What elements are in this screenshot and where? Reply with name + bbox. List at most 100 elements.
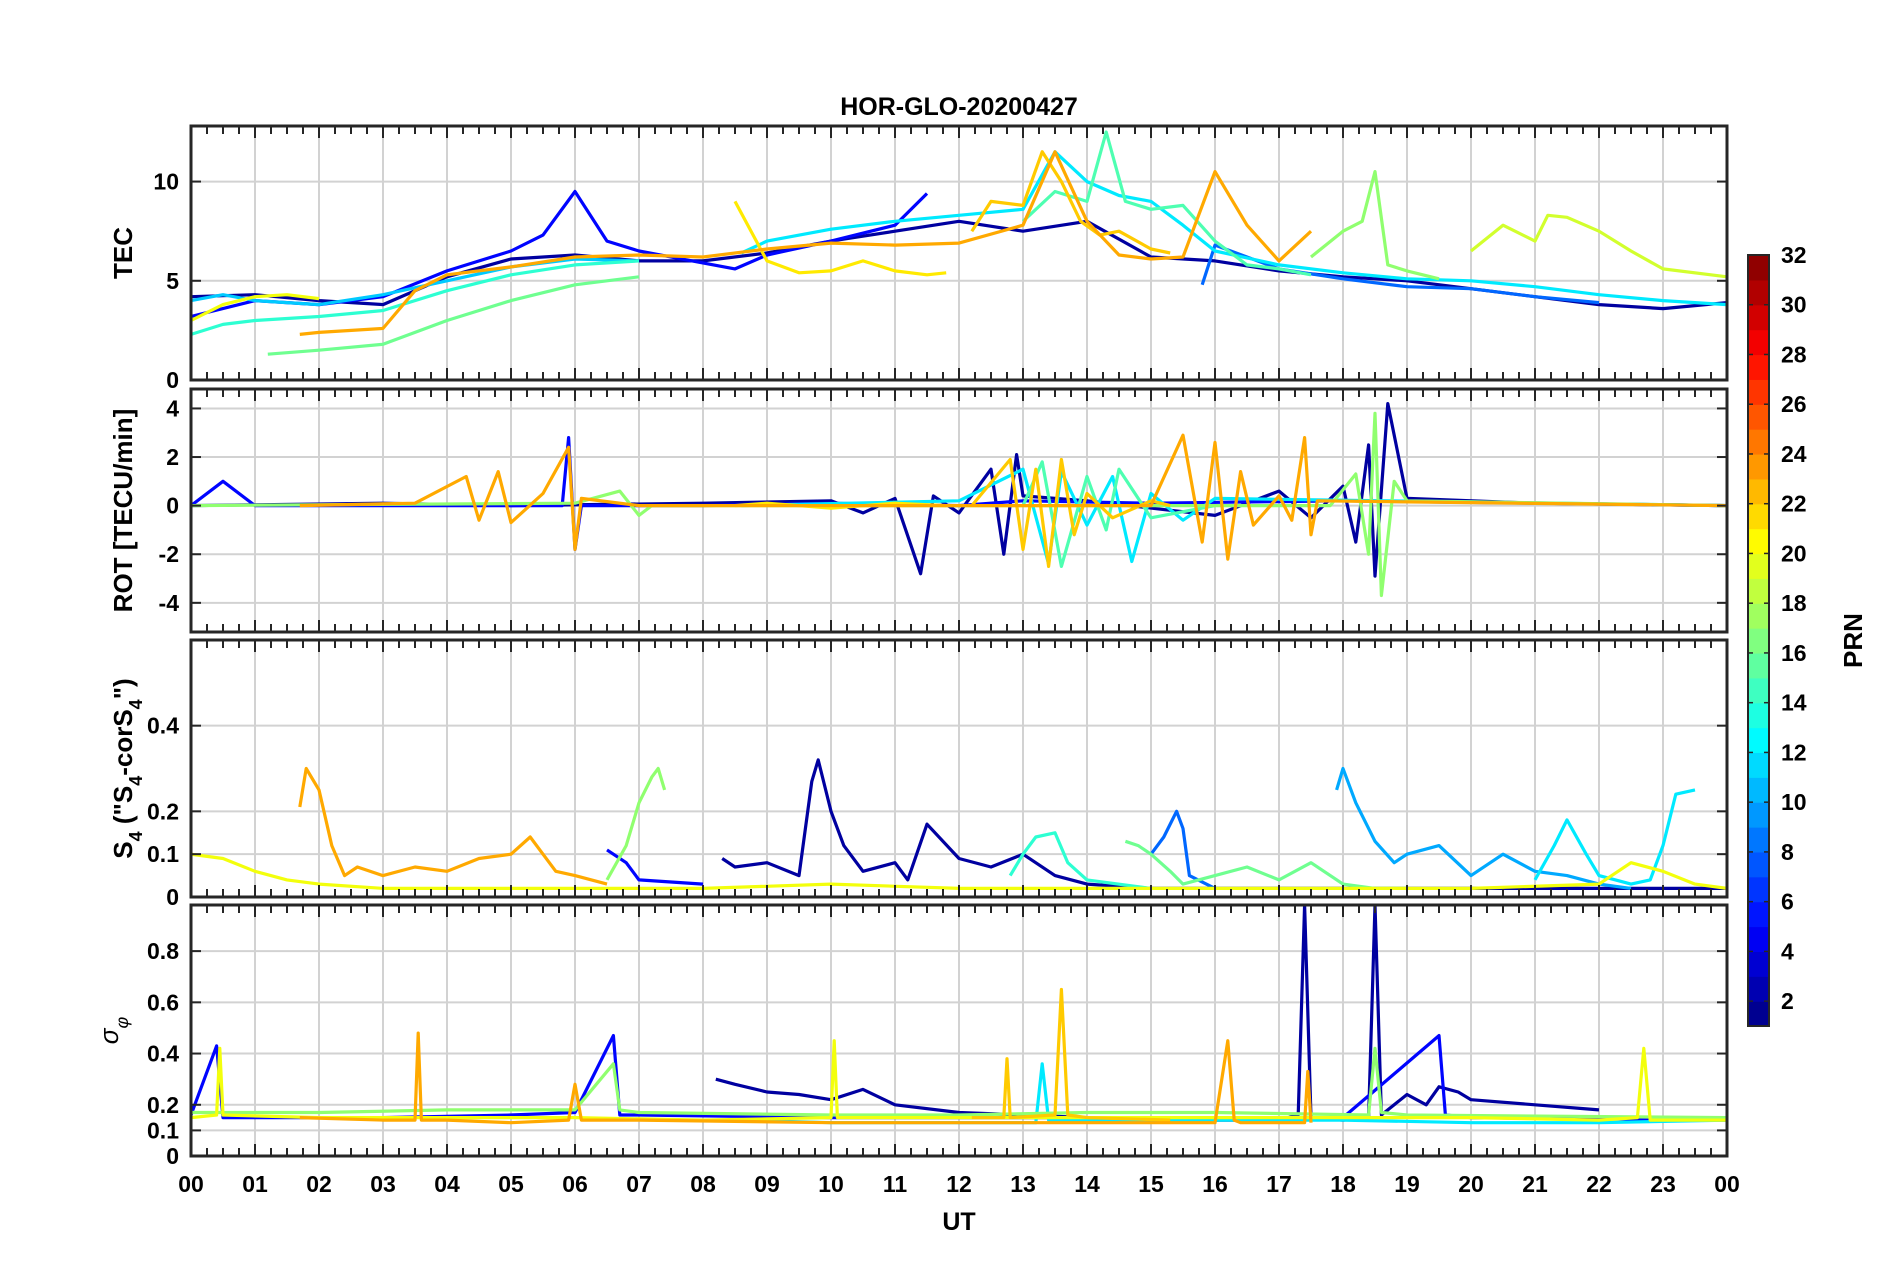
y-tick-label: 10	[153, 169, 179, 195]
y-tick-label: 0.2	[147, 798, 179, 824]
colorbar-segment	[1748, 603, 1769, 629]
colorbar-tick-label: 24	[1781, 441, 1807, 467]
x-tick-label: 14	[1074, 1171, 1100, 1197]
x-tick-label: 15	[1138, 1171, 1164, 1197]
series-line-prn-14	[1008, 831, 1152, 890]
colorbar-tick-label: 22	[1781, 491, 1807, 517]
y-tick-label: 0.4	[147, 1041, 179, 1067]
series-line-prn-16	[1124, 839, 1407, 891]
y-axis-label-s4-part: -corS	[108, 709, 138, 775]
panel-frame	[189, 903, 1729, 1158]
y-axis-label-phi: φ	[112, 1017, 132, 1029]
colorbar-segment	[1748, 976, 1769, 1002]
colorbar-segment	[1748, 926, 1769, 952]
colorbar-tick-label: 12	[1781, 739, 1807, 765]
y-axis-label-s4-part: 4	[126, 776, 146, 786]
colorbar-segment	[1748, 628, 1769, 654]
series-line-prn-14	[191, 259, 640, 336]
y-tick-label: -4	[159, 590, 180, 616]
colorbar-tick-label: 8	[1781, 839, 1794, 865]
x-tick-label: 23	[1650, 1171, 1676, 1197]
x-axis-label: UT	[942, 1208, 975, 1236]
y-tick-label: 0	[166, 367, 179, 393]
y-tick-label: 0.6	[147, 989, 179, 1015]
series-line-prn-10	[1335, 766, 1632, 890]
series-line-prn-16	[267, 275, 640, 356]
colorbar-segment	[1748, 652, 1769, 679]
y-tick-label: 0	[166, 884, 179, 910]
panel-sigma_phi: 00.10.2 0.4 0.6 0.8	[147, 903, 1729, 1169]
series-line-prn-22	[970, 150, 1171, 255]
colorbar-segment	[1748, 578, 1769, 604]
y-axis-label-s4-part: S	[108, 841, 138, 858]
y-tick-label: 0	[166, 493, 179, 519]
series-line-prn-20	[191, 293, 320, 322]
colorbar-segment	[1748, 951, 1769, 977]
colorbar-segment	[1748, 255, 1769, 281]
series-line-prn-17	[191, 1046, 1727, 1120]
x-tick-label: 21	[1522, 1171, 1548, 1197]
colorbar-tick-label: 18	[1781, 590, 1807, 616]
series-line-prn-5	[606, 848, 704, 886]
series-line-prn-20	[191, 852, 1727, 891]
x-tick-label: 16	[1202, 1171, 1228, 1197]
y-axis-label-sigma-phi: σφ	[94, 1017, 132, 1045]
x-tick-label: 02	[306, 1171, 332, 1197]
panel-tec: 0 5 10	[153, 124, 1729, 393]
series-line-prn-19	[1469, 213, 1727, 279]
colorbar-tick-label: 30	[1781, 292, 1807, 318]
x-tick-label: 05	[498, 1171, 524, 1197]
colorbar-segment	[1748, 827, 1769, 853]
panel-rot: -4 -2 0 2 4	[159, 387, 1729, 634]
colorbar-segment	[1748, 478, 1769, 505]
panels-layer: 0510-4-202400.10.20.400.10.20.40.60.8TEC…	[94, 124, 1740, 1197]
y-axis-label-s4: S4 ("S4-corS4")	[108, 678, 146, 858]
colorbar-tick-label: 2	[1781, 988, 1794, 1014]
x-tick-label: 18	[1330, 1171, 1356, 1197]
series-line-prn-22	[970, 457, 1171, 569]
x-tick-label: 19	[1394, 1171, 1420, 1197]
x-tick-label: 04	[434, 1171, 460, 1197]
y-tick-label: 0	[166, 1143, 179, 1169]
colorbar-segment	[1748, 752, 1769, 778]
x-tick-label: 11	[883, 1171, 908, 1197]
y-axis-label-s4-part: ")	[108, 678, 138, 699]
y-tick-label: 0.1	[147, 1117, 179, 1143]
series-line-prn-22	[971, 987, 1171, 1122]
series-line-prn-23	[299, 433, 1727, 561]
y-axis-label-sigma: σ	[94, 1027, 124, 1044]
colorbar-segment	[1748, 802, 1769, 828]
y-tick-label: 0.2	[147, 1092, 179, 1118]
colorbar-tick-label: 28	[1781, 341, 1807, 367]
y-tick-label: 0.4	[147, 713, 179, 739]
y-tick-label: 0.8	[147, 938, 179, 964]
series-line-prn-17	[605, 766, 667, 881]
colorbar-segment	[1748, 304, 1769, 331]
x-tick-label: 03	[370, 1171, 396, 1197]
colorbar-segment	[1748, 1001, 1769, 1027]
panel-s4: 0 0.1 0.2 0.4	[147, 638, 1729, 910]
colorbar-segment	[1748, 379, 1769, 405]
panel-frame	[189, 638, 1729, 899]
x-tick-label: 06	[562, 1171, 588, 1197]
series-line-prn-23	[299, 150, 1313, 336]
x-tick-label: 08	[690, 1171, 716, 1197]
x-tick-label: 12	[946, 1171, 972, 1197]
x-tick-label: 09	[754, 1171, 780, 1197]
panel-frame	[189, 124, 1729, 382]
colorbar-segment	[1748, 677, 1769, 704]
colorbar-tick-label: 20	[1781, 540, 1807, 566]
colorbar-tick-label: 6	[1781, 889, 1794, 915]
y-axis-label-rot: ROT [TECU/min]	[108, 409, 138, 613]
series-line-prn-23	[298, 766, 608, 886]
series-line-prn-8	[1149, 809, 1216, 890]
series-line-prn-20	[191, 1039, 1727, 1122]
panel-frame	[189, 387, 1729, 634]
x-tick-label: 13	[1010, 1171, 1036, 1197]
colorbar-tick-label: 16	[1781, 640, 1807, 666]
colorbar-segment	[1748, 528, 1769, 555]
series-line-prn-21	[733, 200, 947, 277]
colorbar-segment	[1748, 279, 1769, 306]
